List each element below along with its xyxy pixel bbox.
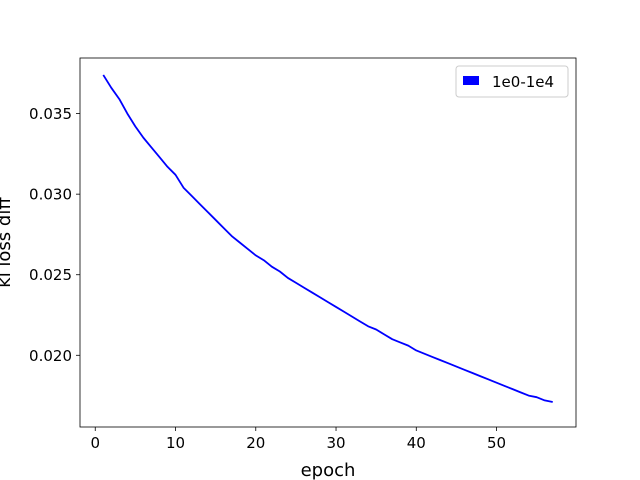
x-tick-label: 0 [90, 434, 100, 452]
legend: 1e0-1e4 [455, 65, 569, 98]
y-tick-label: 0.020 [29, 347, 72, 365]
plot-area [80, 58, 576, 427]
x-axis-ticks: 0 10 20 30 40 50 [90, 427, 506, 452]
x-tick-label: 30 [326, 434, 345, 452]
legend-label: 1e0-1e4 [492, 73, 554, 91]
y-tick-label: 0.035 [29, 105, 72, 123]
plot-frame [79, 57, 577, 428]
legend-box [455, 65, 569, 98]
series-layer [102, 74, 553, 403]
y-axis-ticks: 0.020 0.025 0.030 0.035 [29, 105, 80, 365]
x-tick-label: 40 [407, 434, 426, 452]
x-tick-label: 50 [487, 434, 506, 452]
legend-swatch [463, 76, 479, 85]
y-tick-label: 0.025 [29, 266, 72, 284]
x-axis-label: epoch [301, 460, 356, 480]
y-axis-label: kl loss diff [0, 197, 15, 288]
series-line [102, 74, 553, 403]
y-tick-label: 0.030 [29, 186, 72, 204]
x-tick-label: 20 [246, 434, 265, 452]
x-tick-label: 10 [166, 434, 185, 452]
